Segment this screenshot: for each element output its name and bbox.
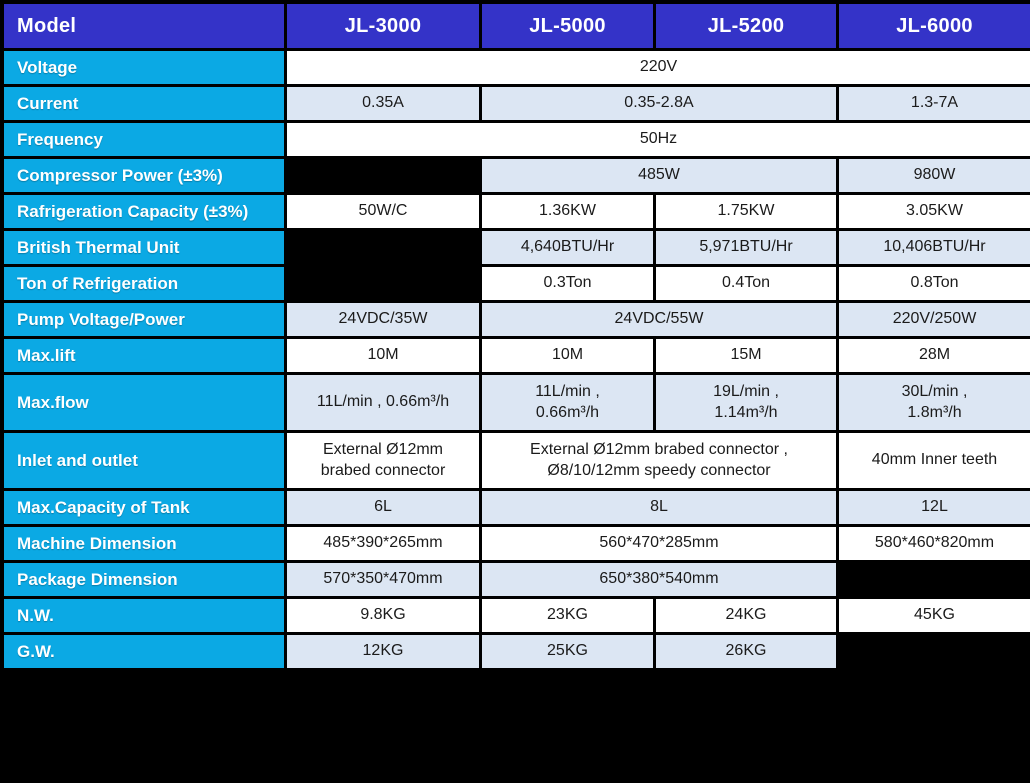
- table-row: Machine Dimension 485*390*265mm 560*470*28…: [1, 524, 1030, 563]
- spec-cell: 50W/C: [284, 192, 482, 231]
- row-label: Max.flow: [1, 372, 287, 433]
- spec-cell: 24VDC/35W: [284, 300, 482, 339]
- column-header-jl3000: JL-3000: [284, 1, 482, 51]
- spec-cell: 50Hz: [284, 120, 1030, 159]
- spec-cell: 12L: [836, 488, 1030, 527]
- spec-cell: 11L/min , 0.66m³/h: [479, 372, 656, 433]
- spec-cell: 1.3-7A: [836, 84, 1030, 123]
- spec-cell: 40mm Inner teeth: [836, 430, 1030, 491]
- spec-cell: 580*460*820mm: [836, 524, 1030, 563]
- column-header-jl5000: JL-5000: [479, 1, 656, 51]
- blank-cell: [836, 560, 1030, 599]
- table-row: Current 0.35A 0.35-2.8A 1.3-7A: [1, 84, 1030, 123]
- table-row: Voltage 220V: [1, 48, 1030, 87]
- spec-cell: 980W: [836, 156, 1030, 195]
- blank-cell: [284, 156, 482, 195]
- row-label: Max.lift: [1, 336, 287, 375]
- row-label: Inlet and outlet: [1, 430, 287, 491]
- spec-cell: 4,640BTU/Hr: [479, 228, 656, 267]
- spec-cell: 23KG: [479, 596, 656, 635]
- blank-cell: [284, 264, 482, 303]
- spec-cell: 15M: [653, 336, 839, 375]
- spec-cell: 26KG: [653, 632, 839, 671]
- spec-cell: 0.4Ton: [653, 264, 839, 303]
- spec-cell: 0.3Ton: [479, 264, 656, 303]
- spec-cell: 25KG: [479, 632, 656, 671]
- row-label: Current: [1, 84, 287, 123]
- row-label: Rafrigeration Capacity (±3%): [1, 192, 287, 231]
- spec-cell: 10M: [284, 336, 482, 375]
- spec-cell: 24KG: [653, 596, 839, 635]
- spec-cell: 11L/min , 0.66m³/h: [284, 372, 482, 433]
- spec-cell: 24VDC/55W: [479, 300, 839, 339]
- table-row: Pump Voltage/Power 24VDC/35W 24VDC/55W 220V…: [1, 300, 1030, 339]
- table-row: Inlet and outlet External Ø12mm brabed co…: [1, 430, 1030, 491]
- spec-cell: 12KG: [284, 632, 482, 671]
- row-label: Frequency: [1, 120, 287, 159]
- header-row: Model JL-3000 JL-5000 JL-5200 JL-6000: [1, 1, 1030, 51]
- spec-cell: 8L: [479, 488, 839, 527]
- spec-cell: 10M: [479, 336, 656, 375]
- row-label: Max.Capacity of Tank: [1, 488, 287, 527]
- blank-cell: [284, 228, 482, 267]
- spec-cell: 6L: [284, 488, 482, 527]
- spec-cell: 0.35A: [284, 84, 482, 123]
- row-label: Compressor Power (±3%): [1, 156, 287, 195]
- row-label: British Thermal Unit: [1, 228, 287, 267]
- column-header-jl6000: JL-6000: [836, 1, 1030, 51]
- row-label: Machine Dimension: [1, 524, 287, 563]
- table-row: N.W. 9.8KG 23KG 24KG 45KG: [1, 596, 1030, 635]
- table-row: Package Dimension 570*350*470mm 650*380*54…: [1, 560, 1030, 599]
- spec-cell: 3.05KW: [836, 192, 1030, 231]
- table-row: Frequency 50Hz: [1, 120, 1030, 159]
- spec-cell: 9.8KG: [284, 596, 482, 635]
- spec-cell: 1.75KW: [653, 192, 839, 231]
- spec-cell: 650*380*540mm: [479, 560, 839, 599]
- blank-cell: [836, 632, 1030, 671]
- spec-cell: External Ø12mm brabed connector , Ø8/10/…: [479, 430, 839, 491]
- table-row: G.W. 12KG 25KG 26KG: [1, 632, 1030, 671]
- spec-cell: 1.36KW: [479, 192, 656, 231]
- table-row: Compressor Power (±3%) 485W 980W: [1, 156, 1030, 195]
- spec-cell: 560*470*285mm: [479, 524, 839, 563]
- spec-table: Model JL-3000 JL-5000 JL-5200 JL-6000 Vo…: [1, 1, 1030, 671]
- row-label: Ton of Refrigeration: [1, 264, 287, 303]
- table-row: Max.flow 11L/min , 0.66m³/h 11L/min , 0.66…: [1, 372, 1030, 433]
- spec-cell: 485*390*265mm: [284, 524, 482, 563]
- spec-cell: 0.8Ton: [836, 264, 1030, 303]
- spec-cell: 0.35-2.8A: [479, 84, 839, 123]
- spec-cell: 10,406BTU/Hr: [836, 228, 1030, 267]
- spec-cell: 220V: [284, 48, 1030, 87]
- spec-table-body: Voltage 220V Current 0.35A 0.35-2.8A 1.3-7A Fr…: [1, 48, 1030, 671]
- spec-cell: External Ø12mm brabed connector: [284, 430, 482, 491]
- row-label: Voltage: [1, 48, 287, 87]
- table-row: British Thermal Unit 4,640BTU/Hr 5,971BTU/…: [1, 228, 1030, 267]
- spec-cell: 570*350*470mm: [284, 560, 482, 599]
- spec-cell: 220V/250W: [836, 300, 1030, 339]
- table-row: Max.lift 10M 10M 15M 28M: [1, 336, 1030, 375]
- spec-cell: 19L/min , 1.14m³/h: [653, 372, 839, 433]
- row-label: Package Dimension: [1, 560, 287, 599]
- column-header-jl5200: JL-5200: [653, 1, 839, 51]
- model-header-cell: Model: [1, 1, 287, 51]
- spec-cell: 485W: [479, 156, 839, 195]
- row-label: N.W.: [1, 596, 287, 635]
- spec-cell: 30L/min , 1.8m³/h: [836, 372, 1030, 433]
- row-label: G.W.: [1, 632, 287, 671]
- table-row: Rafrigeration Capacity (±3%) 50W/C 1.36KW 1…: [1, 192, 1030, 231]
- spec-cell: 5,971BTU/Hr: [653, 228, 839, 267]
- row-label: Pump Voltage/Power: [1, 300, 287, 339]
- spec-cell: 45KG: [836, 596, 1030, 635]
- table-row: Ton of Refrigeration 0.3Ton 0.4Ton 0.8Ton: [1, 264, 1030, 303]
- spec-cell: 28M: [836, 336, 1030, 375]
- table-row: Max.Capacity of Tank 6L 8L 12L: [1, 488, 1030, 527]
